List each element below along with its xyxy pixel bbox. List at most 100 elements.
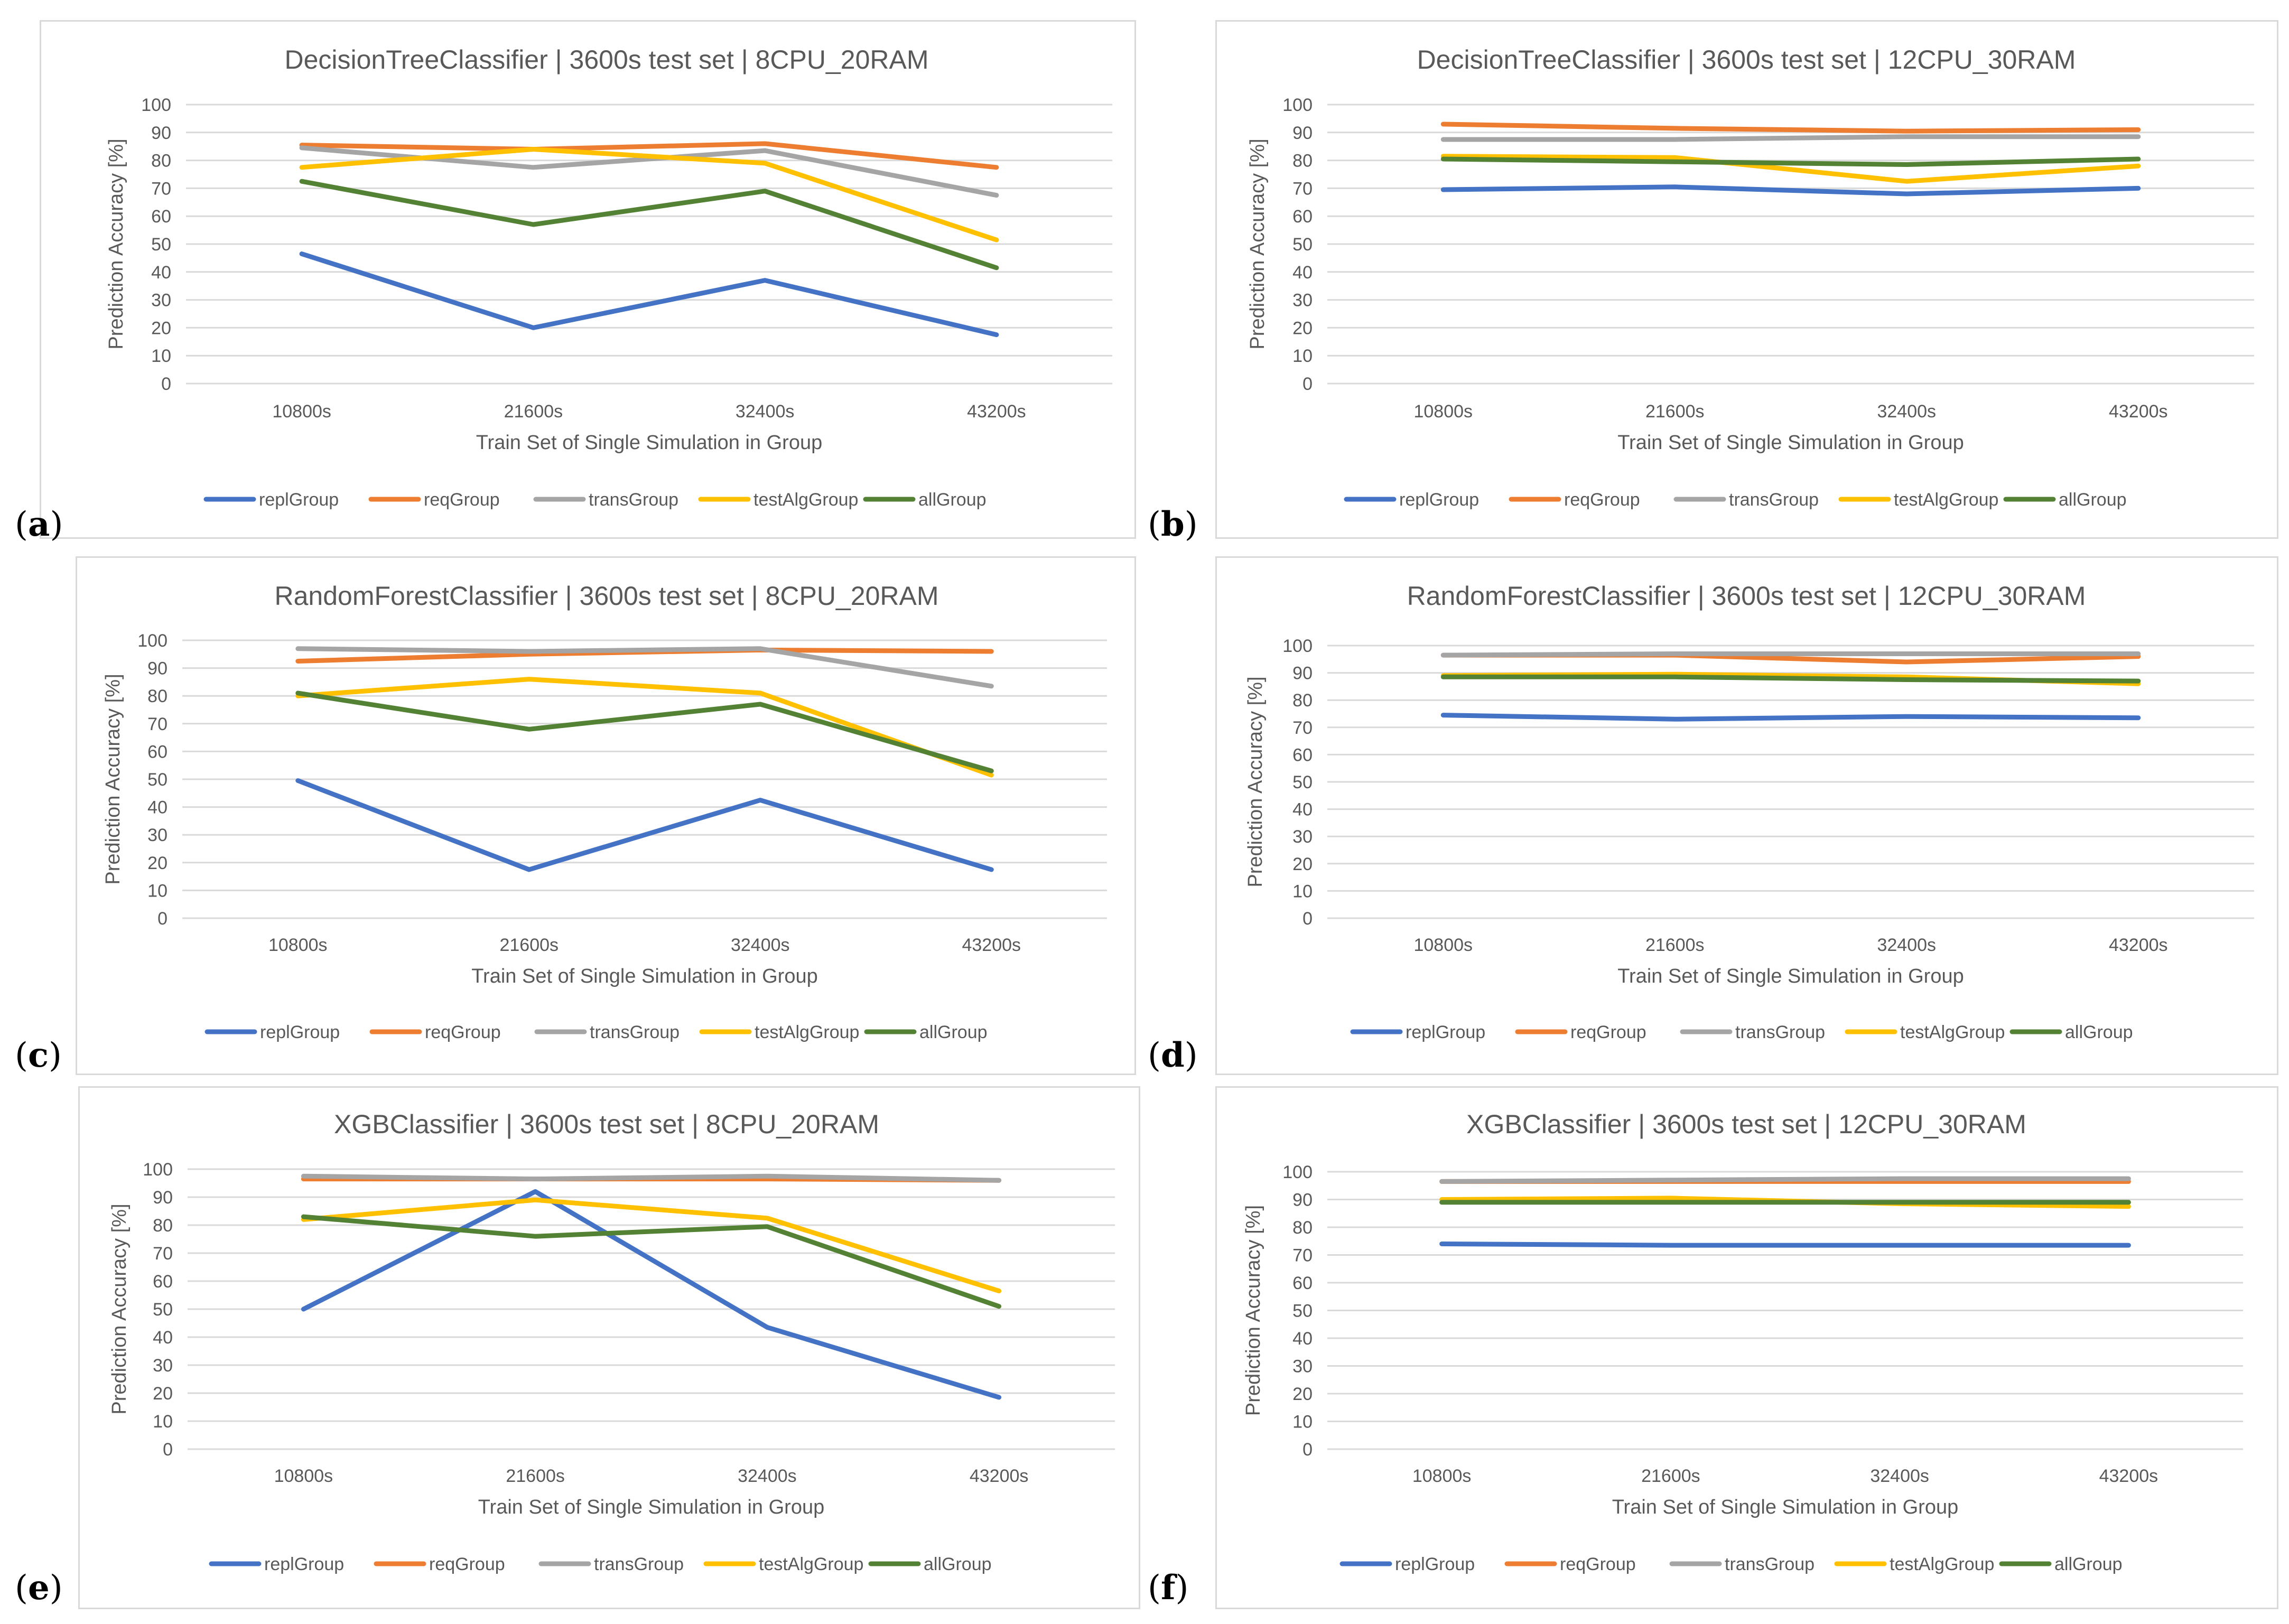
y-tick-label: 80 <box>147 686 168 706</box>
x-tick-label: 32400s <box>736 402 795 422</box>
series-line-transGroup <box>301 1173 1002 1183</box>
y-tick-label: 30 <box>151 291 171 311</box>
y-tick-label: 40 <box>1292 1329 1313 1349</box>
legend-label-testAlgGroup: testAlgGroup <box>753 490 858 510</box>
legend-label-allGroup: allGroup <box>2059 490 2127 510</box>
legend-label-reqGroup: reqGroup <box>425 1022 501 1042</box>
legend-label-allGroup: allGroup <box>924 1554 992 1574</box>
x-tick-label: 32400s <box>1877 935 1936 955</box>
y-tick-label: 80 <box>1292 151 1313 171</box>
y-tick-label: 60 <box>1292 745 1313 765</box>
x-tick-label: 21600s <box>506 1466 565 1486</box>
y-tick-label: 0 <box>157 909 168 929</box>
legend-label-transGroup: transGroup <box>589 490 678 510</box>
legend-label-allGroup: allGroup <box>918 490 987 510</box>
y-tick-label: 100 <box>141 95 171 115</box>
legend-label-testAlgGroup: testAlgGroup <box>1900 1022 2005 1042</box>
series-line-replGroup <box>1440 713 2141 722</box>
y-tick-label: 0 <box>1302 1440 1313 1460</box>
legend-label-allGroup: allGroup <box>2054 1554 2123 1574</box>
y-tick-label: 70 <box>1292 179 1313 199</box>
chart-panel-f <box>1215 1086 2278 1609</box>
y-tick-label: 10 <box>1292 881 1313 901</box>
y-tick-label: 70 <box>1292 718 1313 738</box>
series-line-transGroup <box>1439 1176 2131 1184</box>
series-line-replGroup <box>299 251 999 338</box>
chart-a: DecisionTreeClassifier | 3600s test set … <box>105 45 1112 510</box>
y-axis-title: Prediction Accuracy [%] <box>108 1203 131 1414</box>
y-tick-label: 40 <box>1292 800 1313 820</box>
y-tick-label: 20 <box>153 1384 173 1404</box>
chart-b: DecisionTreeClassifier | 3600s test set … <box>1246 45 2254 510</box>
chart-title: DecisionTreeClassifier | 3600s test set … <box>1417 45 2076 74</box>
y-tick-label: 80 <box>151 151 171 171</box>
panel-label-e: (e) <box>15 1568 63 1608</box>
chart-c: RandomForestClassifier | 3600s test set … <box>102 581 1107 1042</box>
series-line-replGroup <box>1440 184 2141 197</box>
series-line-replGroup <box>1439 1242 2131 1248</box>
y-tick-label: 50 <box>151 235 171 255</box>
y-tick-label: 80 <box>1292 1218 1313 1238</box>
legend-label-testAlgGroup: testAlgGroup <box>1894 490 1998 510</box>
legend-label-reqGroup: reqGroup <box>1560 1554 1636 1574</box>
chart-title: RandomForestClassifier | 3600s test set … <box>1407 581 2086 611</box>
legend-label-testAlgGroup: testAlgGroup <box>755 1022 859 1042</box>
y-tick-label: 40 <box>153 1328 173 1348</box>
series-line-allGroup <box>1440 156 2141 167</box>
y-axis-title: Prediction Accuracy [%] <box>1242 1205 1264 1416</box>
series-line-testAlgGroup <box>1440 154 2141 184</box>
y-tick-label: 10 <box>153 1412 173 1432</box>
legend-label-replGroup: replGroup <box>260 1022 340 1042</box>
y-tick-label: 30 <box>1292 291 1313 311</box>
legend-label-replGroup: replGroup <box>1395 1554 1475 1574</box>
y-tick-label: 0 <box>163 1440 173 1460</box>
x-axis-title: Train Set of Single Simulation in Group <box>478 1496 824 1518</box>
legend-label-replGroup: replGroup <box>264 1554 344 1574</box>
y-tick-label: 0 <box>1302 374 1313 394</box>
x-tick-label: 32400s <box>738 1466 797 1486</box>
y-tick-label: 30 <box>1292 827 1313 847</box>
legend-label-allGroup: allGroup <box>919 1022 988 1042</box>
x-tick-label: 21600s <box>504 402 563 422</box>
chart-panel-c <box>76 556 1136 1075</box>
panel-label-c: (c) <box>15 1035 62 1075</box>
y-tick-label: 90 <box>147 659 168 679</box>
y-tick-label: 50 <box>147 770 168 790</box>
y-tick-label: 90 <box>151 123 171 143</box>
series-line-allGroup <box>301 1214 1002 1309</box>
y-tick-label: 30 <box>147 825 168 845</box>
series-line-transGroup <box>295 646 994 689</box>
y-tick-label: 90 <box>1292 664 1313 684</box>
x-tick-label: 43200s <box>970 1466 1029 1486</box>
legend-label-reqGroup: reqGroup <box>1564 490 1640 510</box>
y-tick-label: 20 <box>1292 318 1313 338</box>
y-tick-label: 70 <box>147 714 168 734</box>
y-tick-label: 100 <box>1282 95 1313 115</box>
y-tick-label: 20 <box>1292 1384 1313 1404</box>
y-tick-label: 30 <box>1292 1357 1313 1377</box>
x-tick-label: 43200s <box>2109 402 2168 422</box>
chart-title: XGBClassifier | 3600s test set | 8CPU_20… <box>334 1109 879 1139</box>
x-tick-label: 10800s <box>268 935 328 955</box>
y-tick-label: 50 <box>1292 235 1313 255</box>
y-tick-label: 60 <box>147 742 168 762</box>
y-axis-title: Prediction Accuracy [%] <box>1246 138 1269 349</box>
y-tick-label: 50 <box>1292 772 1313 792</box>
x-tick-label: 43200s <box>967 402 1026 422</box>
series-line-allGroup <box>299 179 999 270</box>
series-line-transGroup <box>1440 651 2141 658</box>
x-axis-title: Train Set of Single Simulation in Group <box>1617 965 1964 987</box>
x-tick-label: 10800s <box>274 1466 333 1486</box>
x-tick-label: 32400s <box>1870 1466 1929 1486</box>
chart-title: XGBClassifier | 3600s test set | 12CPU_3… <box>1466 1109 2026 1139</box>
y-tick-label: 0 <box>1302 909 1313 929</box>
legend-label-transGroup: transGroup <box>1735 1022 1825 1042</box>
chart-f: XGBClassifier | 3600s test set | 12CPU_3… <box>1242 1109 2243 1574</box>
y-tick-label: 60 <box>151 207 171 227</box>
series-line-reqGroup <box>299 141 999 170</box>
y-axis-title: Prediction Accuracy [%] <box>1244 676 1267 887</box>
legend-label-transGroup: transGroup <box>594 1554 684 1574</box>
series-line-transGroup <box>1440 134 2141 142</box>
x-tick-label: 10800s <box>272 402 331 422</box>
